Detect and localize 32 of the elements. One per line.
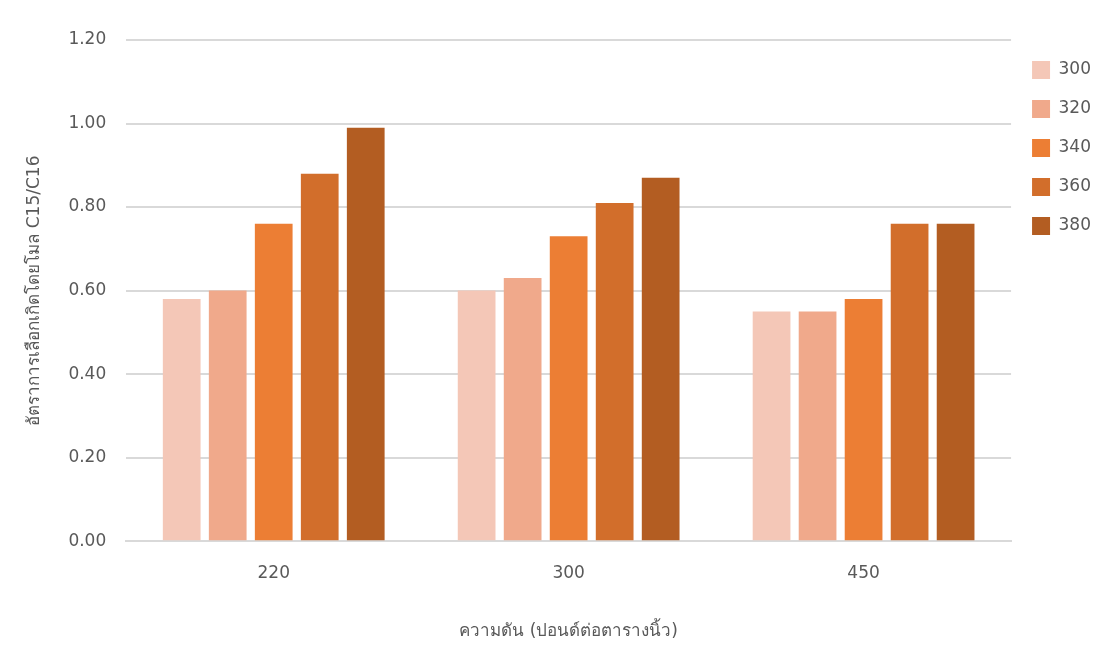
x-tick-label: 300	[552, 561, 585, 582]
y-tick-label: 0.20	[68, 446, 107, 467]
y-tick-label: 1.20	[68, 28, 107, 49]
bar	[208, 290, 247, 541]
bar	[346, 127, 385, 541]
y-tick-label: 1.00	[68, 111, 107, 132]
y-tick-label: 0.40	[68, 362, 107, 383]
y-axis-title: อัตราการเลือกเกิดโดยโมล C15/C16	[22, 155, 43, 426]
bar	[752, 311, 791, 541]
bar	[890, 223, 929, 541]
bar	[503, 278, 542, 541]
bar	[162, 298, 201, 541]
bar	[641, 177, 680, 541]
y-tick-label: 0.00	[68, 529, 107, 550]
bar	[798, 311, 837, 541]
y-tick-label: 0.60	[68, 279, 107, 300]
legend-label: 320	[1058, 97, 1092, 118]
bar	[844, 298, 883, 541]
x-tick-label: 220	[257, 561, 290, 582]
legend-label: 300	[1058, 58, 1092, 79]
bar	[254, 223, 293, 541]
legend-label: 380	[1058, 214, 1092, 235]
bar	[936, 223, 975, 541]
bar	[549, 236, 588, 541]
x-axis-title: ความดัน (ปอนด์ต่อตารางนิ้ว)	[459, 618, 678, 641]
y-tick-label: 0.80	[68, 195, 107, 216]
x-tick-label: 450	[847, 561, 880, 582]
bar	[300, 173, 339, 541]
legend-label: 340	[1058, 136, 1092, 157]
bar	[457, 290, 496, 541]
bar	[595, 202, 634, 541]
legend-label: 360	[1058, 175, 1092, 196]
